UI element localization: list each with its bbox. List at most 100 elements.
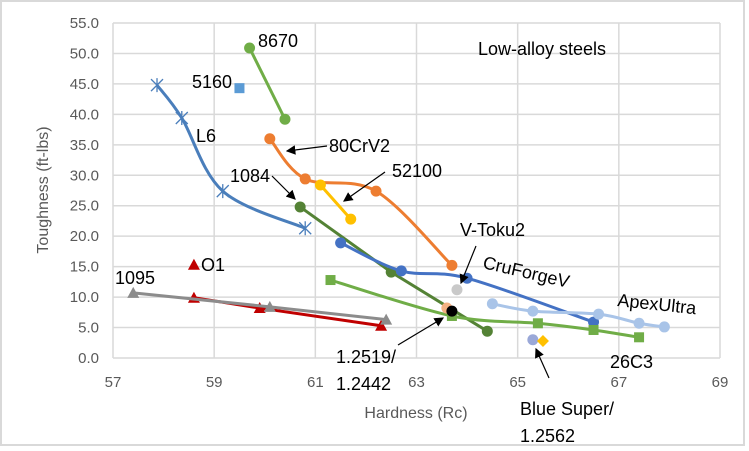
series-1095 — [127, 286, 393, 325]
x-axis-title: Hardness (Rc) — [364, 405, 467, 422]
data-point-l6 — [150, 78, 164, 93]
y-tick-label: 20.0 — [70, 228, 99, 245]
data-point-52100 — [345, 213, 357, 225]
series-line-80crv2 — [268, 137, 453, 267]
y-tick-label: 55.0 — [70, 15, 99, 32]
label-apexultra: ApexUltra — [617, 290, 699, 318]
label-26c3: 26C3 — [610, 352, 653, 372]
data-point-80crv2 — [370, 185, 382, 197]
series-52100 — [314, 179, 357, 225]
data-point-26c3 — [325, 275, 336, 286]
series-1-2562 — [536, 334, 549, 347]
data-point-8670 — [244, 42, 256, 54]
data-point-80crv2 — [446, 259, 458, 271]
x-tick-label: 59 — [206, 374, 223, 391]
series-1-2442 — [446, 305, 458, 317]
label-l6: L6 — [196, 126, 216, 146]
data-point-apexultra — [633, 317, 645, 329]
series-8670 — [244, 42, 291, 125]
series-o1 — [187, 258, 200, 270]
series-blue-super — [527, 334, 539, 346]
y-tick-label: 40.0 — [70, 106, 99, 123]
series-layer — [127, 42, 670, 347]
data-point-l6 — [298, 221, 312, 236]
x-tick-label: 63 — [408, 374, 425, 391]
label-1-2519: 1.2519/ — [336, 347, 396, 367]
data-point-1084 — [481, 325, 493, 337]
series-line-26c3 — [330, 278, 640, 339]
y-tick-label: 0.0 — [78, 350, 99, 367]
data-point-cruforgev — [395, 265, 407, 277]
data-point-26c3 — [588, 324, 599, 335]
data-point-1084 — [294, 201, 306, 213]
data-point-1095 — [263, 300, 276, 312]
gridlines — [112, 22, 721, 359]
arrow-vtoku2 — [459, 245, 477, 285]
data-point-l6 — [175, 111, 189, 126]
data-point-blue-super — [527, 334, 539, 346]
label-vtoku2: V-Toku2 — [460, 220, 525, 240]
label-1084: 1084 — [230, 166, 270, 186]
series-line-8670 — [248, 47, 287, 120]
arrow-52100 — [343, 171, 386, 202]
series-5160 — [234, 83, 245, 94]
data-point-5160 — [234, 83, 245, 94]
y-axis-title: Toughness (ft-lbs) — [35, 126, 52, 253]
label-1095: 1095 — [115, 268, 155, 288]
data-point-cruforgev — [335, 237, 347, 249]
label-blue-super: Blue Super/ — [520, 399, 614, 419]
label-52100: 52100 — [392, 161, 442, 181]
y-tick-label: 45.0 — [70, 76, 99, 93]
data-point-apexultra — [486, 298, 498, 310]
data-point-80crv2 — [299, 173, 311, 185]
data-point-80crv2 — [264, 133, 276, 145]
data-point-apexultra — [593, 308, 605, 320]
series-l6 — [150, 78, 312, 236]
y-tick-label: 30.0 — [70, 167, 99, 184]
data-point-l6 — [216, 184, 230, 199]
label-1-2442: 1.2442 — [336, 374, 391, 394]
data-point-26c3 — [532, 318, 543, 329]
data-point-o1 — [187, 258, 200, 270]
x-tick-label: 57 — [105, 374, 122, 391]
series-line-52100 — [319, 184, 352, 221]
arrow-80crv2 — [285, 145, 328, 155]
y-tick-label: 50.0 — [70, 45, 99, 62]
data-point-cruforgev — [588, 316, 600, 328]
series-v-toku2 — [451, 284, 463, 296]
x-tick-label: 65 — [509, 374, 526, 391]
data-point-apexultra — [527, 305, 539, 317]
data-point-v-toku2 — [451, 284, 463, 296]
y-tick-label: 10.0 — [70, 289, 99, 306]
x-tick-label: 67 — [610, 374, 627, 391]
x-tick-label: 69 — [712, 374, 729, 391]
data-point-apexultra — [658, 321, 670, 333]
x-tick-label: 61 — [307, 374, 324, 391]
data-point-o1-line — [375, 319, 388, 331]
y-tick-label: 25.0 — [70, 198, 99, 215]
data-point-8670 — [279, 113, 291, 125]
arrow-1084 — [271, 175, 296, 200]
series-80crv2 — [264, 133, 458, 271]
series-apexultra — [486, 298, 670, 333]
label-5160: 5160 — [192, 72, 232, 92]
label-80crv2: 80CrV2 — [329, 136, 390, 156]
y-tick-label: 15.0 — [70, 259, 99, 276]
label-1-2562: 1.2562 — [520, 426, 575, 446]
label-8670: 8670 — [258, 31, 298, 51]
data-point-1-2442 — [446, 305, 458, 317]
data-point-1095 — [127, 286, 140, 298]
chart-title: Low-alloy steels — [478, 39, 606, 59]
data-point-26c3 — [634, 332, 645, 343]
data-point-52100 — [314, 179, 326, 191]
data-point-o1-line — [253, 302, 266, 314]
annotation-arrows — [271, 145, 550, 379]
tick-labels: 0.0 5.0 10.0 15.0 20.0 25.0 30.0 35.0 40.0 45.0 50… — [70, 15, 729, 391]
label-o1: O1 — [201, 255, 225, 275]
arrow-1-2519 — [397, 317, 445, 346]
data-point-1-2562 — [536, 334, 549, 347]
series-line-cruforgev — [339, 241, 595, 324]
y-tick-label: 5.0 — [78, 320, 99, 337]
